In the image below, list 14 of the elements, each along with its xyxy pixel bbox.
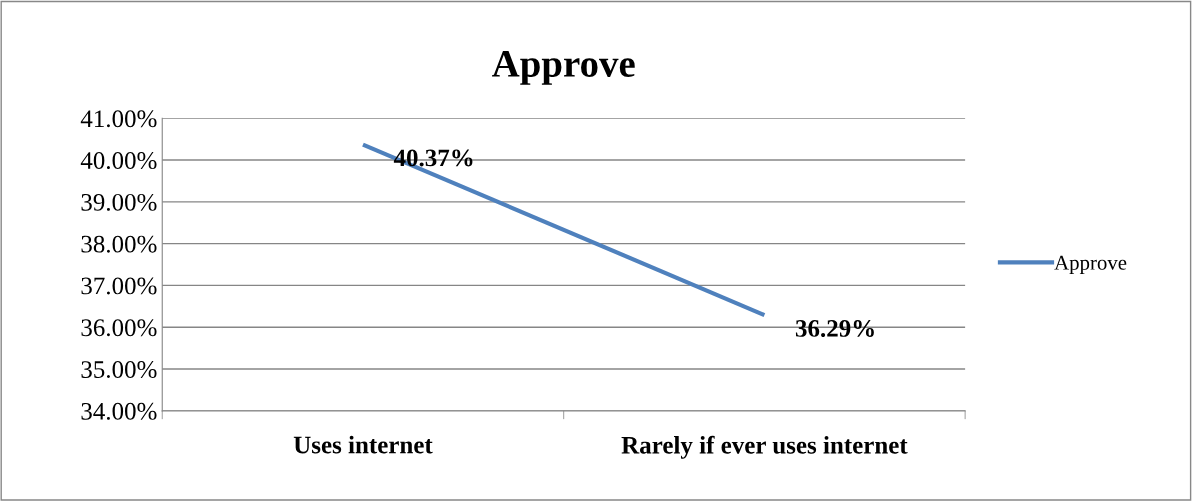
x-tick-label: Uses internet (293, 435, 433, 454)
y-tick-label: 41.00% (80, 110, 157, 128)
y-tick-label: 38.00% (81, 235, 157, 253)
y-tick-label: 39.00% (81, 193, 157, 211)
chart-title: Approve (492, 50, 635, 85)
y-tick-label: 40.00% (80, 152, 157, 170)
x-tick-label: Rarely if ever uses internet (621, 435, 908, 459)
data-label: 36.29% (795, 319, 874, 337)
y-tick-label: 34.00% (81, 402, 157, 420)
data-label: 40.37% (393, 149, 473, 167)
legend-label: Approve (1054, 255, 1127, 275)
y-tick-label: 35.00% (81, 361, 157, 379)
y-tick-label: 37.00% (81, 277, 157, 295)
y-tick-label: 36.00% (81, 319, 157, 337)
